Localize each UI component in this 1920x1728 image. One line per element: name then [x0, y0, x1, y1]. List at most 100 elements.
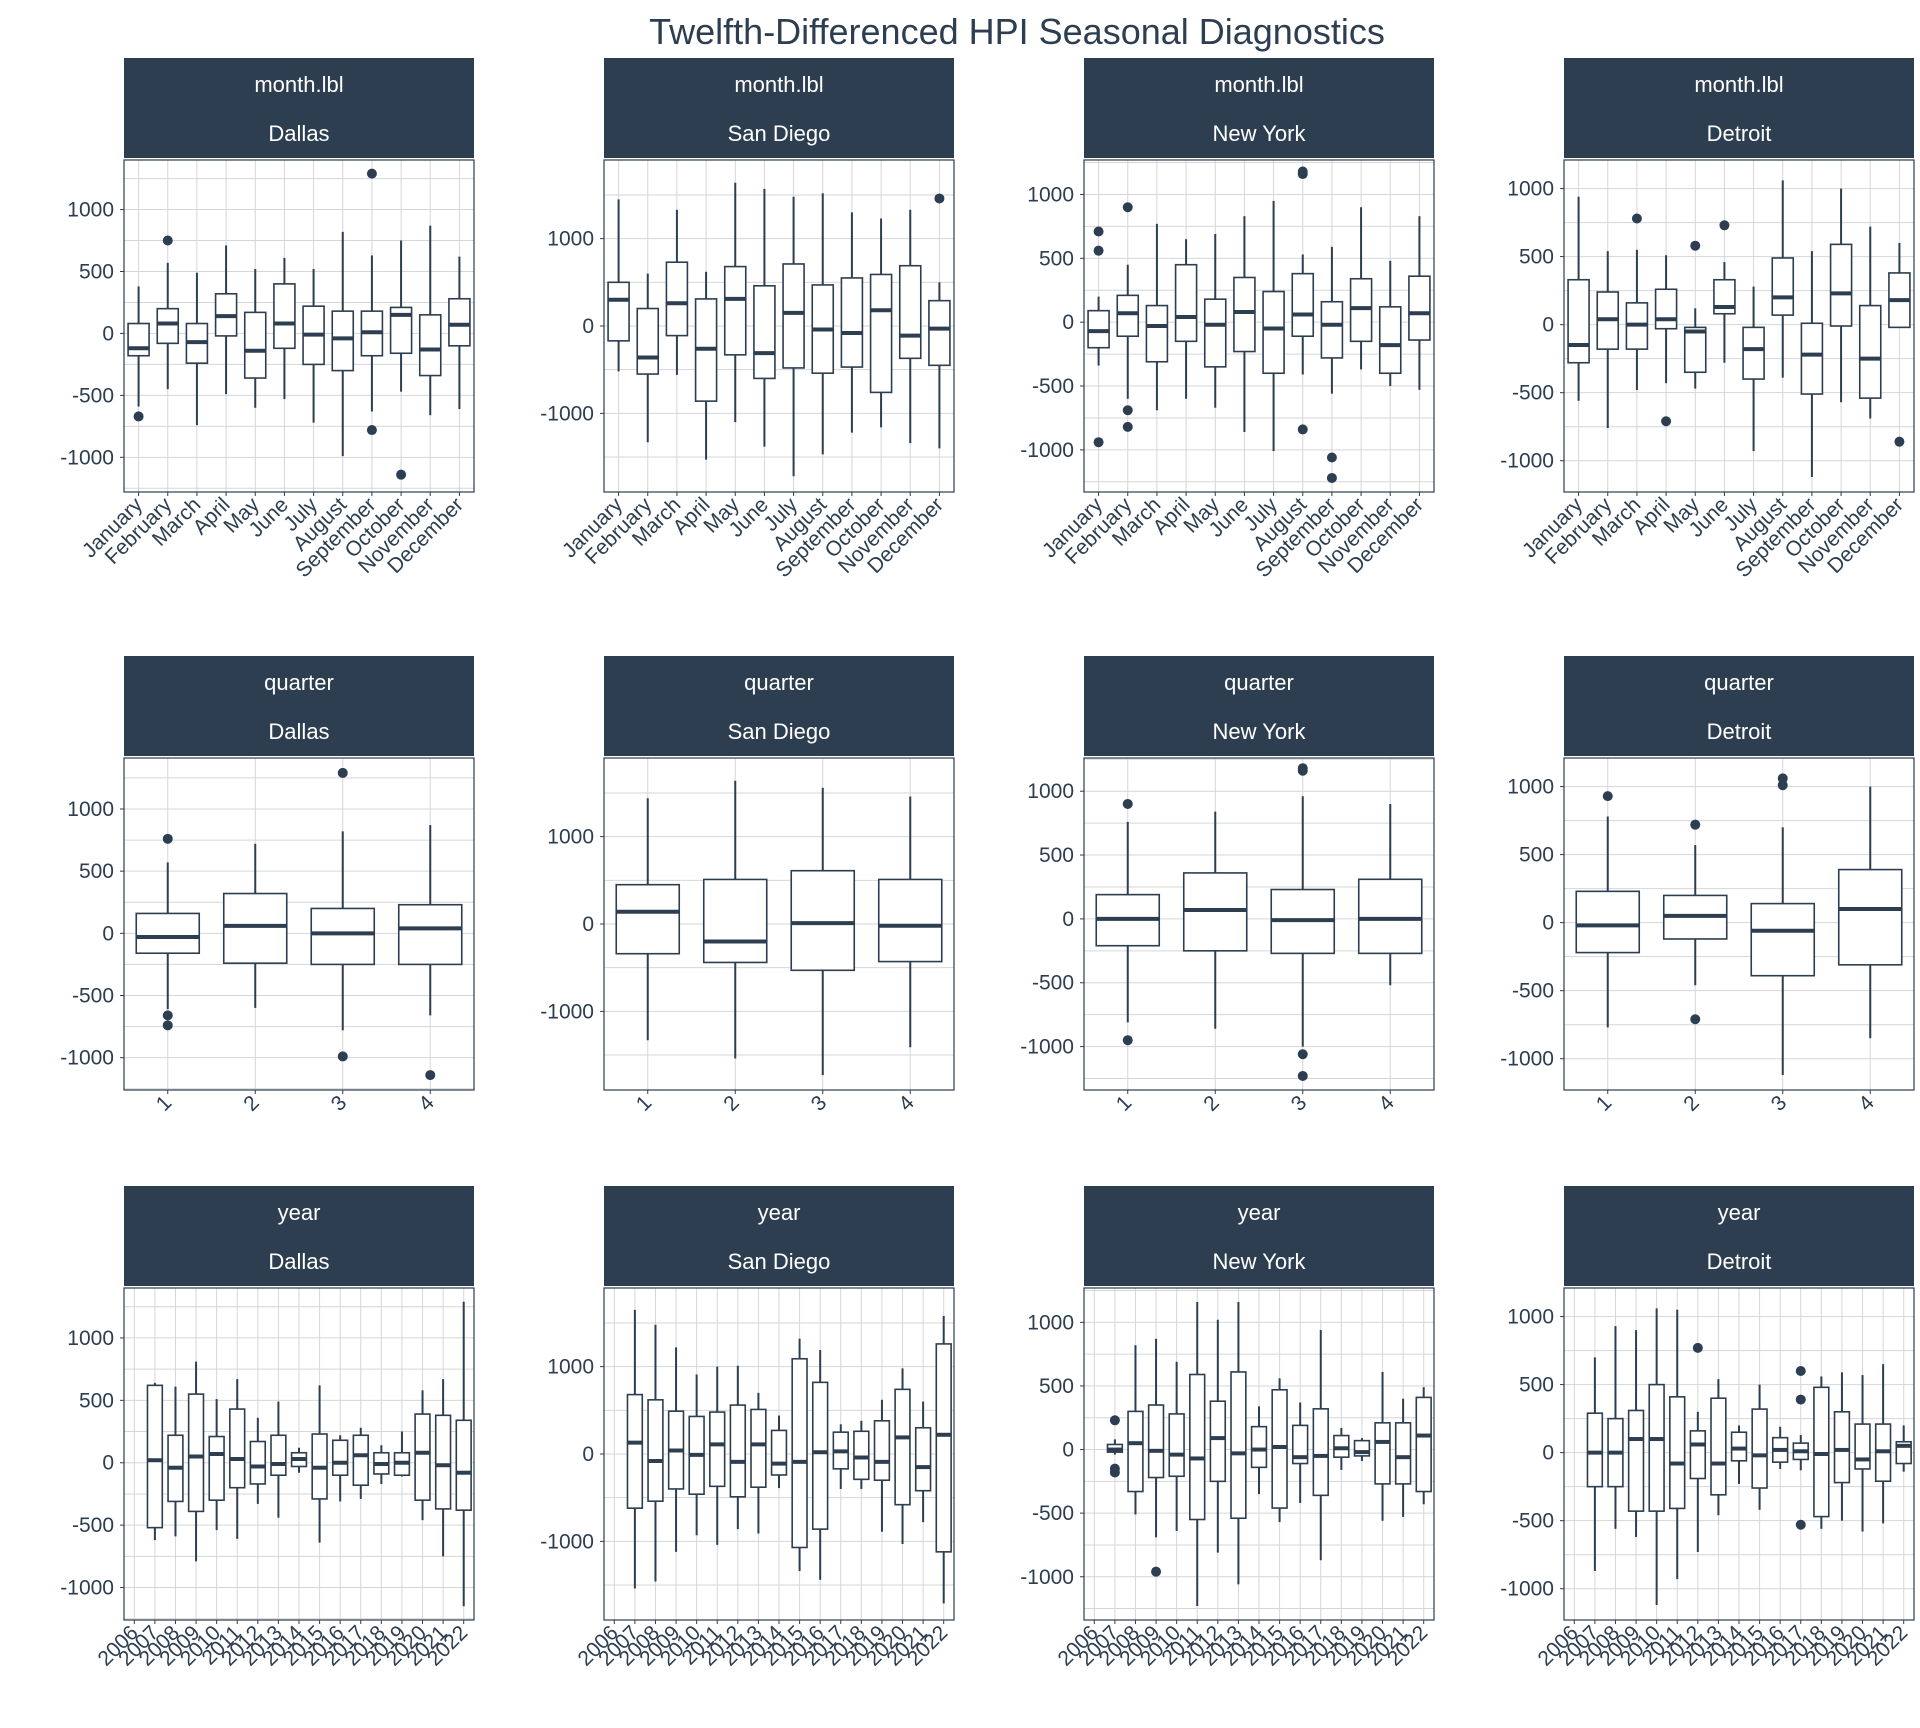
y-tick-label: 0 [582, 315, 594, 338]
iqr-box [146, 1384, 164, 1529]
box-plot-3 [310, 767, 376, 1062]
iqr-box [729, 1404, 747, 1498]
outlier-point [396, 469, 407, 480]
box-plot-November [418, 225, 442, 416]
strip-city-label: New York [1213, 719, 1307, 744]
box-plot-2016 [331, 1435, 349, 1502]
facet-strip [604, 656, 954, 756]
box-plot-2014 [1730, 1425, 1748, 1484]
y-tick-label: 1000 [1027, 780, 1074, 803]
iqr-box [1168, 1413, 1185, 1478]
strip-city-label: San Diego [728, 121, 831, 146]
outlier-point [133, 411, 144, 422]
box-plot-2022 [1415, 1387, 1432, 1505]
iqr-box [1320, 300, 1344, 359]
y-tick-label: -1000 [1020, 1566, 1074, 1589]
iqr-box [1189, 1373, 1206, 1521]
box-plot-2016 [811, 1350, 829, 1580]
iqr-box [1858, 304, 1882, 399]
box-plot-November [1378, 260, 1402, 387]
box-plot-June [1713, 220, 1736, 363]
outlier-point [934, 193, 945, 204]
outlier-point [1093, 226, 1104, 237]
strip-city-label: Dallas [268, 719, 329, 744]
box-plot-March [1145, 223, 1169, 411]
box-plot-May [1203, 234, 1227, 408]
y-tick-label: 1000 [67, 798, 114, 821]
box-plot-July [1742, 286, 1765, 452]
box-plot-December [1888, 243, 1911, 447]
strip-facet-variable: year [758, 1200, 801, 1225]
y-tick-label: 0 [1542, 314, 1554, 337]
box-plot-2016 [1771, 1426, 1789, 1469]
box-plot-2010 [688, 1374, 705, 1536]
outlier-point [1122, 405, 1133, 416]
box-plot-2012 [249, 1417, 267, 1504]
outlier-point [1109, 1415, 1120, 1426]
box-plot-September [360, 168, 384, 436]
box-plot-February [1116, 202, 1140, 432]
strip-facet-variable: month.lbl [734, 72, 823, 97]
y-tick-label: 0 [582, 1443, 594, 1466]
iqr-box [1750, 902, 1816, 977]
panel-border [123, 757, 475, 1091]
iqr-box [1250, 1425, 1268, 1469]
box-plot-2020 [1854, 1375, 1871, 1532]
outlier-point [366, 168, 377, 179]
box-plot-1 [135, 833, 201, 1031]
box-plot-2008 [647, 1324, 664, 1582]
iqr-box [249, 1440, 267, 1485]
iqr-box [1127, 1410, 1144, 1493]
box-plot-1 [1095, 798, 1161, 1046]
y-tick-label: -500 [1512, 382, 1554, 405]
y-tick-label: -1000 [540, 1000, 594, 1023]
box-plot-2020 [894, 1368, 911, 1544]
facet-strip [124, 58, 474, 158]
iqr-box [310, 907, 376, 966]
box-plot-1 [615, 798, 681, 1041]
iqr-box [1710, 1397, 1727, 1496]
box-plot-2018 [1813, 1376, 1830, 1529]
facet-strip [604, 1186, 954, 1286]
y-tick-label: 0 [1062, 311, 1074, 334]
y-tick-label: 0 [102, 922, 114, 945]
box-plot-2018 [853, 1420, 870, 1489]
box-plot-2021 [434, 1379, 452, 1557]
iqr-box [156, 307, 180, 345]
iqr-box [1145, 304, 1169, 363]
iqr-box [1586, 1412, 1604, 1488]
box-plot-2008 [167, 1386, 184, 1537]
box-plot-December [448, 256, 471, 409]
outlier-point [1109, 1467, 1120, 1478]
iqr-box [1800, 322, 1824, 395]
box-plot-February [636, 273, 660, 443]
iqr-box [723, 265, 747, 356]
y-tick-label: 500 [1039, 1375, 1074, 1398]
iqr-box [709, 1411, 726, 1488]
box-plot-2015 [791, 1338, 808, 1572]
box-plot-2021 [914, 1401, 932, 1523]
iqr-box [331, 1439, 349, 1477]
box-plot-May [243, 269, 267, 408]
facet-strip [604, 58, 954, 158]
outlier-point [425, 1070, 436, 1081]
box-plot-2009 [1147, 1338, 1165, 1577]
iqr-box [877, 878, 943, 963]
box-plot-October [869, 218, 893, 428]
y-tick-label: 500 [1519, 246, 1554, 269]
box-plot-2021 [1394, 1398, 1412, 1517]
iqr-box [187, 1393, 205, 1513]
facet-strip [1564, 1186, 1914, 1286]
box-plot-July [302, 269, 325, 423]
box-plot-4 [397, 825, 463, 1081]
iqr-box [1415, 1396, 1432, 1493]
iqr-box [702, 878, 768, 964]
box-plot-2013 [750, 1392, 767, 1534]
iqr-box [665, 261, 689, 337]
box-plot-2014 [290, 1447, 308, 1473]
outlier-point [1795, 1394, 1806, 1405]
box-plot-November [1858, 226, 1882, 419]
